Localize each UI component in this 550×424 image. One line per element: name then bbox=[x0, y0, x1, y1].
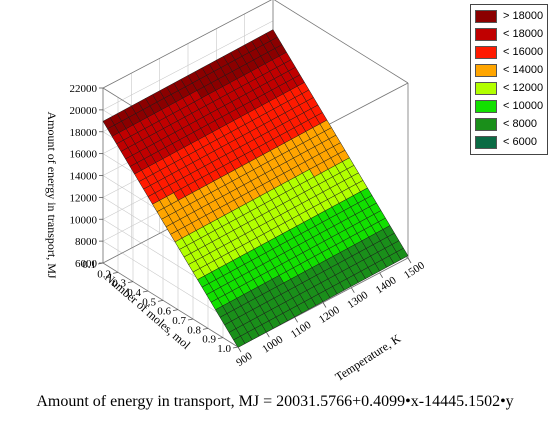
y-tick-mark bbox=[157, 299, 164, 302]
y-tick-label: 0.7 bbox=[172, 315, 186, 327]
z-tick-label: 10000 bbox=[70, 214, 98, 226]
z-tick-label: 22000 bbox=[70, 83, 98, 95]
legend-swatch bbox=[475, 117, 497, 131]
legend-item: < 16000 bbox=[475, 43, 543, 61]
z-tick-label: 12000 bbox=[70, 192, 98, 204]
legend-swatch bbox=[475, 135, 497, 149]
x-tick-label: 1400 bbox=[374, 274, 399, 296]
legend-swatch bbox=[475, 63, 497, 77]
y-tick-label: 0.6 bbox=[157, 306, 171, 318]
legend-label: < 8000 bbox=[503, 118, 537, 130]
legend-swatch bbox=[475, 81, 497, 95]
surface-mesh bbox=[102, 29, 409, 348]
x-tick-mark bbox=[379, 272, 384, 279]
x-tick-mark bbox=[294, 317, 299, 323]
z-tick-label: 16000 bbox=[70, 149, 98, 161]
legend-item: < 8000 bbox=[475, 115, 543, 133]
z-tick-label: 6000 bbox=[75, 258, 98, 270]
legend-swatch bbox=[475, 99, 497, 113]
equation-caption: Amount of energy in transport, MJ = 2003… bbox=[36, 393, 514, 410]
z-axis-label: Amount of energy in transport, MJ bbox=[45, 111, 59, 278]
y-tick-mark bbox=[217, 337, 224, 340]
box-edge bbox=[102, 262, 239, 348]
box-edge bbox=[273, 0, 409, 84]
legend-item: < 12000 bbox=[475, 79, 543, 97]
legend-label: < 10000 bbox=[503, 100, 544, 112]
y-tick-mark bbox=[232, 346, 239, 349]
legend: > 18000 < 18000 < 16000 < 14000 < 12000 < 100… bbox=[470, 4, 549, 155]
y-tick-label: 1.0 bbox=[217, 343, 231, 355]
x-tick-mark bbox=[322, 302, 327, 308]
x-tick-label: 900 bbox=[234, 350, 255, 369]
legend-swatch bbox=[475, 9, 497, 23]
x-tick-label: 1100 bbox=[289, 319, 314, 341]
y-tick-label: 0.2 bbox=[97, 268, 111, 280]
x-tick-mark bbox=[407, 257, 412, 264]
legend-item: < 10000 bbox=[475, 97, 543, 115]
y-tick-label: 0.1 bbox=[82, 259, 96, 271]
legend-item: < 14000 bbox=[475, 61, 543, 79]
y-tick-mark bbox=[112, 271, 119, 274]
x-tick-mark bbox=[350, 287, 355, 293]
y-tick-mark bbox=[202, 327, 209, 330]
z-tick-label: 8000 bbox=[75, 236, 98, 248]
legend-item: < 6000 bbox=[475, 133, 543, 151]
legend-label: < 16000 bbox=[503, 46, 544, 58]
legend-item: < 18000 bbox=[475, 25, 543, 43]
x-tick-label: 1300 bbox=[345, 289, 370, 311]
x-tick-mark bbox=[237, 346, 242, 353]
box-edge bbox=[102, 0, 272, 89]
x-tick-mark bbox=[265, 331, 270, 338]
grid-line bbox=[102, 240, 239, 326]
legend-item: > 18000 bbox=[475, 7, 543, 25]
x-tick-label: 1000 bbox=[260, 333, 285, 355]
legend-label: < 12000 bbox=[503, 82, 544, 94]
y-tick-mark bbox=[127, 281, 134, 284]
y-tick-mark bbox=[97, 262, 104, 265]
y-tick-label: 0.4 bbox=[127, 287, 141, 299]
y-tick-mark bbox=[142, 290, 149, 293]
y-tick-label: 0.9 bbox=[202, 334, 216, 346]
legend-label: < 18000 bbox=[503, 28, 544, 40]
y-tick-mark bbox=[187, 318, 194, 321]
x-tick-label: 1500 bbox=[402, 259, 427, 281]
z-tick-label: 18000 bbox=[70, 127, 98, 139]
y-tick-label: 0.8 bbox=[187, 324, 201, 336]
y-axis-ticks: 0.10.20.30.40.50.60.70.80.91.0 bbox=[82, 259, 239, 355]
z-axis-ticks: 6000 8000 10000 12000 14000 16000 18000 20000 22… bbox=[70, 83, 103, 270]
y-tick-mark bbox=[172, 309, 179, 312]
y-tick-label: 0.5 bbox=[142, 296, 156, 308]
legend-label: > 18000 bbox=[503, 10, 544, 22]
y-tick-label: 0.3 bbox=[112, 278, 126, 290]
legend-swatch bbox=[475, 27, 497, 41]
x-tick-label: 1200 bbox=[317, 304, 342, 326]
surface-cell bbox=[396, 247, 409, 260]
z-tick-label: 14000 bbox=[70, 171, 98, 183]
z-tick-label: 20000 bbox=[70, 105, 98, 117]
legend-label: < 14000 bbox=[503, 64, 544, 76]
x-axis-label: Temperature, K bbox=[333, 331, 404, 384]
legend-label: < 6000 bbox=[503, 136, 537, 148]
legend-swatch bbox=[475, 45, 497, 59]
